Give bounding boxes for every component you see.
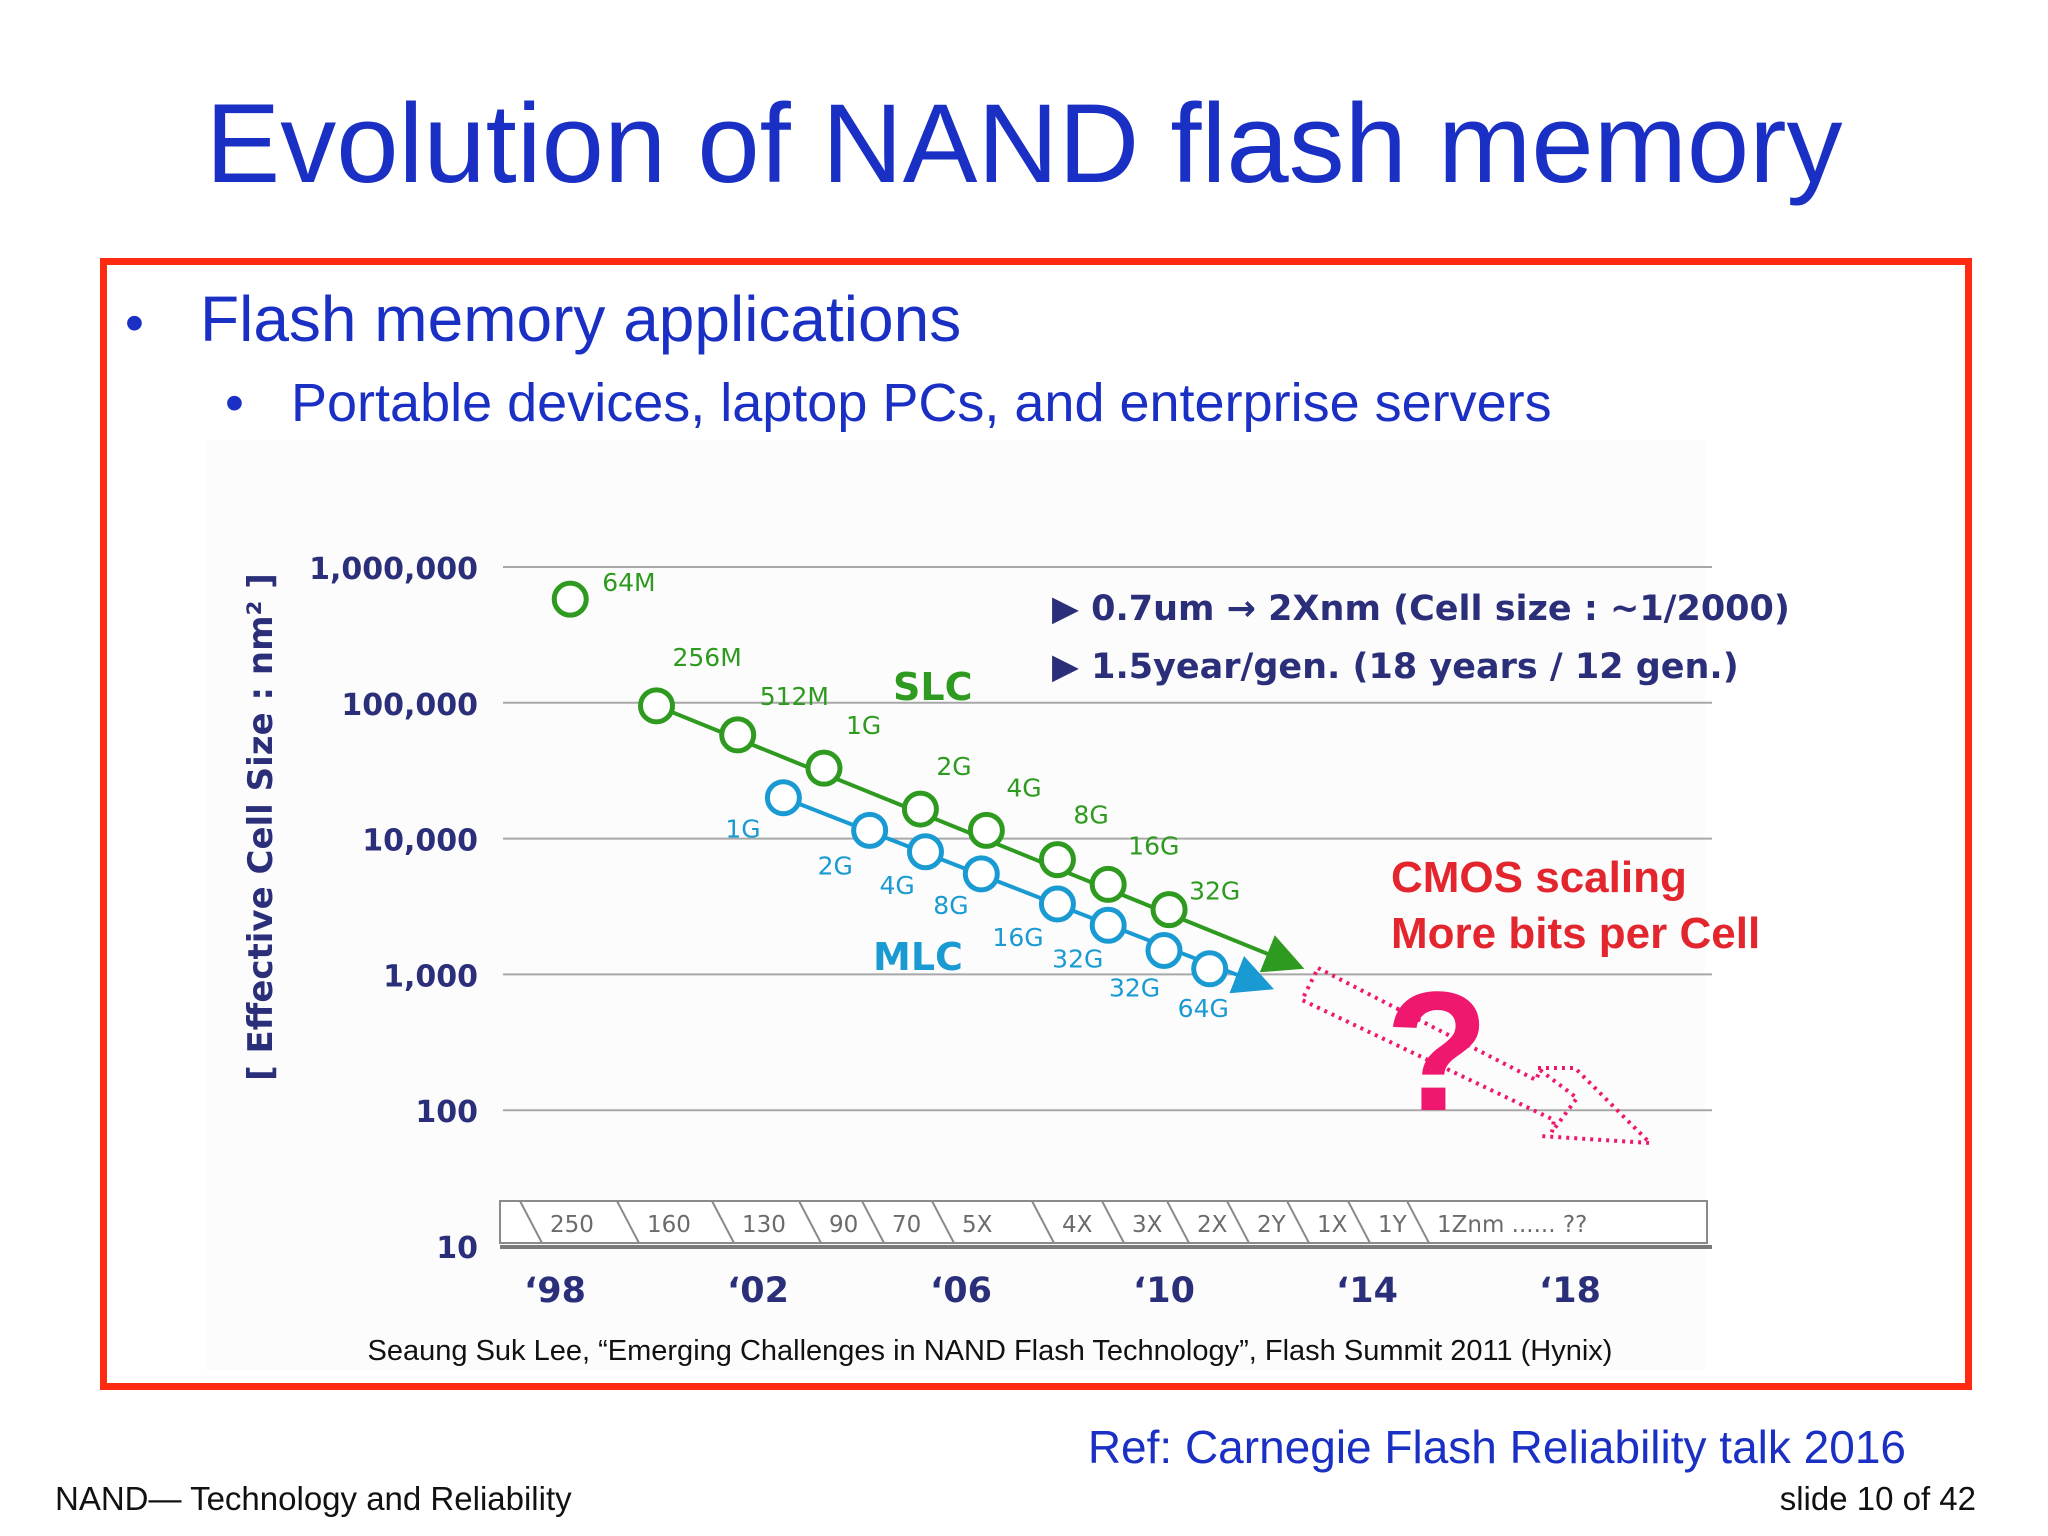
node-label: 2X	[1197, 1212, 1228, 1238]
mlc-point-label: 4G	[879, 871, 914, 900]
node-divider	[861, 1200, 885, 1244]
y-tick-label: 1,000	[383, 959, 478, 994]
mlc-data-point	[851, 811, 889, 849]
mlc-point-label: 8G	[933, 891, 968, 920]
node-divider	[1226, 1200, 1250, 1244]
slc-data-point	[1038, 841, 1076, 879]
future-trend-arrow	[1299, 965, 1656, 1146]
more-bits-label: More bits per Cell	[1391, 909, 1760, 958]
mlc-point-label: 1G	[725, 815, 760, 844]
slc-data-point	[638, 687, 675, 725]
node-label: 90	[829, 1212, 858, 1238]
slide-title: Evolution of NAND flash memory	[205, 81, 1843, 206]
node-divider	[1406, 1200, 1430, 1244]
node-label: 2Y	[1257, 1212, 1287, 1238]
mlc-point-label: 16G	[992, 923, 1043, 952]
node-label: 1Znm ...... ??	[1437, 1212, 1587, 1238]
footer-course-title: NAND— Technology and Reliability	[55, 1480, 572, 1517]
node-divider	[519, 1200, 543, 1244]
slc-data-point	[967, 811, 1005, 849]
node-label: 4X	[1062, 1212, 1093, 1238]
node-label: 130	[742, 1212, 786, 1238]
y-tick-label: 10,000	[362, 824, 478, 859]
node-divider	[1031, 1200, 1055, 1244]
mlc-data-point	[1145, 931, 1183, 969]
grid-layer	[499, 566, 1712, 1249]
mlc-point-label: 2G	[818, 851, 853, 880]
slc-point-label: 16G	[1128, 831, 1179, 860]
question-mark: ?	[1385, 957, 1489, 1147]
slc-point-label: 512M	[760, 682, 829, 711]
y-tick-label: 100,000	[341, 688, 478, 723]
x-tick-label: ‘98	[524, 1271, 586, 1311]
node-label: 160	[647, 1212, 691, 1238]
slc-point-label: 64M	[602, 568, 655, 597]
chart-text-layer: [ Effective Cell Size : nm² ] ▶ 0.7um → …	[241, 552, 1790, 1367]
mlc-data-point	[906, 833, 944, 871]
series-points-layer	[551, 580, 1229, 988]
chart-caption: Seaung Suk Lee, “Emerging Challenges in …	[368, 1335, 1613, 1367]
node-label: 250	[550, 1212, 594, 1238]
node-divider	[1347, 1200, 1371, 1244]
node-label: 1X	[1317, 1212, 1348, 1238]
slc-data-point	[1089, 865, 1127, 903]
slc-data-point	[1150, 891, 1188, 929]
slc-data-point	[551, 580, 589, 618]
mlc-data-point	[1089, 906, 1127, 944]
annotation-scaling-rate: ▶ 0.7um → 2Xnm (Cell size : ~1/2000)	[1052, 589, 1790, 629]
mlc-data-point	[1038, 885, 1076, 923]
node-label: 70	[892, 1212, 921, 1238]
bullet-level1: • Flash memory applications	[125, 282, 961, 356]
y-tick-label: 10	[436, 1231, 478, 1266]
slc-point-label: 8G	[1073, 801, 1108, 830]
x-tick-label: ‘10	[1133, 1271, 1195, 1311]
reference-text: Ref: Carnegie Flash Reliability talk 201…	[1087, 1421, 1906, 1473]
slc-point-label: 1G	[846, 711, 881, 740]
slc-data-point	[901, 790, 939, 828]
mlc-point-label: 32G	[1052, 944, 1103, 973]
slc-point-label: 2G	[936, 752, 971, 781]
y-tick-label: 1,000,000	[309, 552, 478, 587]
mlc-data-point	[764, 779, 802, 817]
slc-point-label: 256M	[673, 643, 742, 672]
x-tick-label: ‘14	[1336, 1271, 1398, 1311]
annotation-generation-rate: ▶ 1.5year/gen. (18 years / 12 gen.)	[1052, 647, 1739, 687]
node-divider	[1166, 1200, 1190, 1244]
node-divider	[1101, 1200, 1125, 1244]
node-label: 5X	[962, 1212, 993, 1238]
node-label: 3X	[1132, 1212, 1163, 1238]
node-label: 1Y	[1378, 1212, 1408, 1238]
bullet-level2: • Portable devices, laptop PCs, and enter…	[225, 372, 1552, 434]
cmos-scaling-label: CMOS scaling	[1391, 853, 1687, 902]
slc-series-label: SLC	[893, 665, 972, 709]
mlc-point-label: 64G	[1178, 994, 1229, 1023]
mlc-data-point	[962, 855, 1000, 893]
node-divider	[711, 1200, 735, 1244]
x-tick-label: ‘06	[930, 1271, 992, 1311]
node-divider	[1286, 1200, 1310, 1244]
footer-slide-number: slide 10 of 42	[1779, 1480, 1976, 1517]
mlc-data-point	[1191, 950, 1229, 988]
slc-data-point	[719, 716, 757, 754]
slc-point-label: 4G	[1006, 773, 1041, 802]
x-tick-label: ‘18	[1539, 1271, 1601, 1311]
node-divider	[616, 1200, 640, 1244]
bullet-level2-text: Portable devices, laptop PCs, and enterp…	[291, 373, 1552, 433]
node-divider	[931, 1200, 955, 1244]
mlc-point-label: 32G	[1109, 973, 1160, 1002]
node-divider	[798, 1200, 822, 1244]
y-axis-label: [ Effective Cell Size : nm² ]	[241, 573, 281, 1081]
slc-data-point	[805, 749, 843, 787]
mlc-series-label: MLC	[873, 935, 963, 979]
bullet-dot: •	[225, 373, 244, 433]
y-tick-label: 100	[415, 1095, 478, 1130]
bullet-dot: •	[125, 293, 144, 353]
x-tick-label: ‘02	[727, 1271, 789, 1311]
slc-point-label: 32G	[1189, 877, 1240, 906]
bullet-level1-text: Flash memory applications	[200, 283, 962, 355]
node-strip	[499, 1200, 1708, 1244]
